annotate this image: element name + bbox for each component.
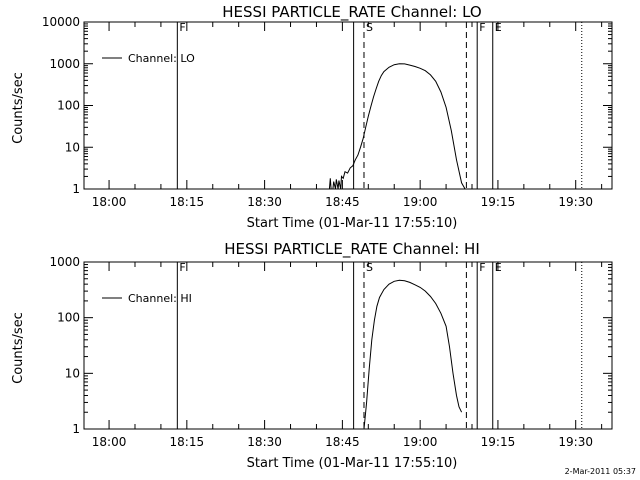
y-axis-label: Counts/sec	[11, 72, 26, 144]
marker-label: E	[495, 261, 502, 274]
x-tick-label: 19:15	[481, 435, 516, 449]
y-tick-label: 1000	[49, 255, 80, 269]
x-tick-label: 19:00	[403, 435, 438, 449]
y-tick-label: 1	[72, 182, 80, 196]
panel-lo: HESSI PARTICLE_RATE Channel: LO Start Ti…	[11, 3, 613, 231]
x-tick-label: 18:45	[325, 195, 360, 209]
x-tick-label: 18:00	[92, 195, 127, 209]
x-tick-label: 19:30	[558, 195, 593, 209]
footer-timestamp: 2-Mar-2011 05:37	[565, 467, 636, 476]
chart-title: HESSI PARTICLE_RATE Channel: LO	[222, 3, 481, 22]
y-axis-label: Counts/sec	[11, 312, 26, 384]
marker-label: S	[366, 261, 373, 274]
series-line	[328, 63, 466, 190]
x-axis-label: Start Time (01-Mar-11 17:55:10)	[247, 456, 458, 471]
x-tick-label: 18:30	[247, 195, 282, 209]
x-tick-label: 19:00	[403, 195, 438, 209]
x-tick-label: 18:30	[247, 435, 282, 449]
marker-label: F	[479, 21, 485, 34]
marker-label: S	[366, 21, 373, 34]
x-tick-label: 19:30	[558, 435, 593, 449]
marker-label: F	[179, 21, 185, 34]
y-tick-label: 1000	[49, 57, 80, 71]
x-axis-label: Start Time (01-Mar-11 17:55:10)	[247, 216, 458, 231]
legend-label: Channel: LO	[128, 52, 195, 65]
x-tick-label: 18:00	[92, 435, 127, 449]
marker-label: F	[479, 261, 485, 274]
y-tick-label: 1	[72, 422, 80, 436]
legend-label: Channel: HI	[128, 292, 192, 305]
y-tick-label: 10000	[42, 15, 80, 29]
series-line	[363, 279, 463, 430]
marker-label: E	[495, 21, 502, 34]
y-tick-label: 10	[65, 366, 80, 380]
plot-frame	[83, 261, 613, 430]
panel-hi: HESSI PARTICLE_RATE Channel: HI Start Ti…	[11, 240, 613, 471]
x-tick-label: 18:15	[170, 435, 205, 449]
y-tick-label: 100	[57, 99, 80, 113]
marker-label: F	[179, 261, 185, 274]
x-tick-label: 18:45	[325, 435, 360, 449]
x-tick-label: 18:15	[170, 195, 205, 209]
plot-frame	[83, 21, 613, 190]
y-tick-label: 10	[65, 140, 80, 154]
x-tick-label: 19:15	[481, 195, 516, 209]
chart-title: HESSI PARTICLE_RATE Channel: HI	[224, 240, 480, 259]
y-tick-label: 100	[57, 311, 80, 325]
